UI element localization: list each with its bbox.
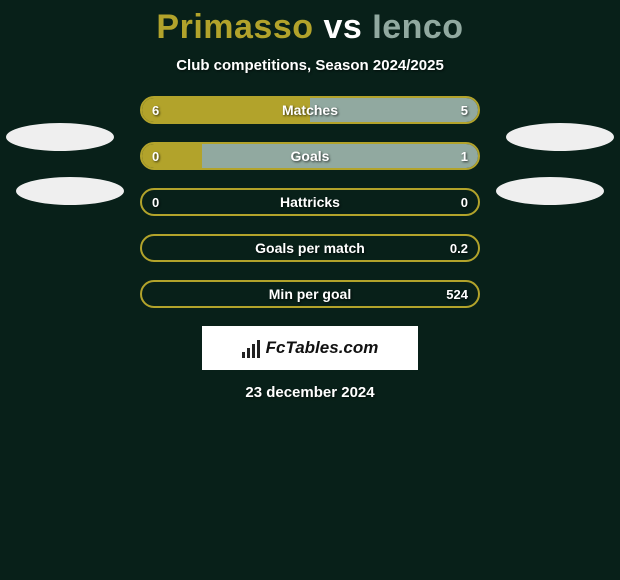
stat-value-left: 6 — [142, 98, 169, 122]
comparison-card: Primasso vs Ienco Club competitions, Sea… — [0, 0, 620, 580]
stat-label: Min per goal — [142, 282, 478, 306]
stat-value-right: 524 — [436, 282, 478, 306]
player1-badge-row1 — [6, 123, 114, 151]
player2-badge-row1 — [506, 123, 614, 151]
stats-container: Matches65Goals01Hattricks00Goals per mat… — [140, 96, 480, 308]
stat-value-left: 0 — [142, 144, 169, 168]
stat-value-right: 0.2 — [440, 236, 478, 260]
player1-badge-row2 — [16, 177, 124, 205]
page-title: Primasso vs Ienco — [0, 8, 620, 47]
stat-label: Hattricks — [142, 190, 478, 214]
stat-label: Matches — [142, 98, 478, 122]
date-line: 23 december 2024 — [0, 384, 620, 401]
stat-row: Goals per match0.2 — [140, 234, 480, 262]
stat-row: Hattricks0 0 — [140, 188, 480, 216]
subtitle: Club competitions, Season 2024/2025 — [0, 57, 620, 74]
title-player2: Ienco — [372, 8, 463, 46]
stat-label: Goals per match — [142, 236, 478, 260]
title-player1: Primasso — [156, 8, 313, 46]
stat-value-right: 5 — [451, 98, 478, 122]
brand-text: FcTables.com — [266, 338, 379, 358]
chart-icon — [242, 338, 262, 358]
stat-value-right: 0 — [451, 190, 478, 214]
stat-row: Min per goal524 — [140, 280, 480, 308]
brand-box: FcTables.com — [202, 326, 418, 370]
player2-badge-row2 — [496, 177, 604, 205]
stat-value-left: 0 — [142, 190, 169, 214]
stat-row: Matches6 5 — [140, 96, 480, 124]
stat-row: Goals0 1 — [140, 142, 480, 170]
title-vs: vs — [323, 8, 362, 46]
stat-label: Goals — [142, 144, 478, 168]
stat-value-right: 1 — [451, 144, 478, 168]
